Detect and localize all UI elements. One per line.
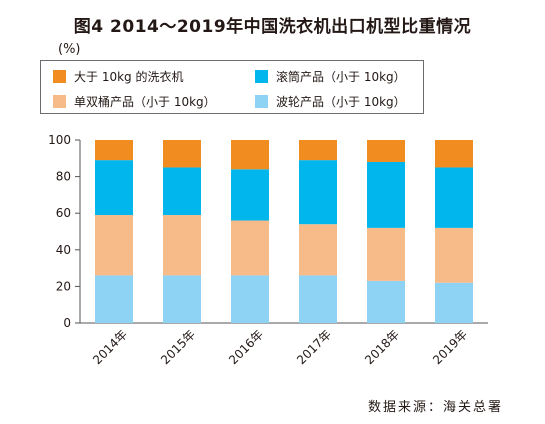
legend-item-large: 大于 10kg 的洗衣机 [53, 68, 183, 85]
legend-swatch-twin-tub [53, 95, 66, 108]
bar-segment-twin-tub [435, 227, 473, 283]
bar-segment-pulsator [299, 275, 337, 323]
x-tick-label: 2019年 [430, 327, 470, 367]
bar-segment-large [231, 140, 269, 170]
y-tick-label: 20 [56, 279, 71, 293]
x-tick-label: 2018年 [362, 327, 402, 367]
chart-legend: 大于 10kg 的洗衣机 滚筒产品（小于 10kg） 单双桶产品（小于 10kg… [40, 60, 424, 114]
bar-segment-large [299, 140, 337, 161]
bar-segment-drum [163, 167, 201, 216]
legend-item-drum: 滚筒产品（小于 10kg） [255, 68, 406, 85]
bar-segment-twin-tub [299, 224, 337, 276]
y-tick-label: 80 [56, 170, 71, 184]
y-axis-unit: (%) [58, 42, 81, 57]
x-tick-label: 2015年 [158, 327, 198, 367]
bar-segment-twin-tub [367, 227, 405, 281]
x-tick-label: 2017年 [294, 327, 334, 367]
bar-segment-large [163, 140, 201, 168]
bar-segment-pulsator [95, 275, 133, 323]
bar-segment-twin-tub [231, 220, 269, 276]
bar-segment-pulsator [163, 275, 201, 323]
bar-segment-twin-tub [95, 215, 133, 276]
bar-segment-pulsator [435, 282, 473, 323]
bar-segment-large [95, 140, 133, 161]
y-tick-label: 0 [63, 316, 71, 330]
bar-segment-pulsator [231, 275, 269, 323]
x-tick-label: 2014年 [90, 327, 130, 367]
x-tick-label: 2016年 [226, 327, 266, 367]
bar-segment-drum [367, 161, 405, 228]
bar-segment-large [367, 140, 405, 162]
bar-segment-large [435, 140, 473, 168]
bar-segment-drum [95, 160, 133, 216]
bar-segment-twin-tub [163, 215, 201, 276]
y-tick-label: 60 [56, 206, 71, 220]
legend-swatch-large [53, 70, 66, 83]
legend-label-twin-tub: 单双桶产品（小于 10kg） [74, 95, 216, 109]
data-source-note: 数据来源：海关总署 [367, 400, 503, 415]
legend-item-pulsator: 波轮产品（小于 10kg） [255, 93, 406, 110]
legend-label-drum: 滚筒产品（小于 10kg） [276, 70, 406, 84]
legend-label-large: 大于 10kg 的洗衣机 [74, 70, 184, 84]
legend-label-pulsator: 波轮产品（小于 10kg） [276, 95, 406, 109]
legend-item-twin-tub: 单双桶产品（小于 10kg） [53, 93, 216, 110]
bar-segment-drum [435, 167, 473, 228]
bar-segment-pulsator [367, 280, 405, 323]
y-tick-label: 100 [48, 133, 71, 147]
bar-segment-drum [299, 160, 337, 225]
bar-segment-drum [231, 169, 269, 221]
legend-swatch-pulsator [255, 95, 268, 108]
chart-title: 图4 2014～2019年中国洗衣机出口机型比重情况 [73, 17, 472, 37]
legend-swatch-drum [255, 70, 268, 83]
y-tick-label: 40 [56, 243, 71, 257]
